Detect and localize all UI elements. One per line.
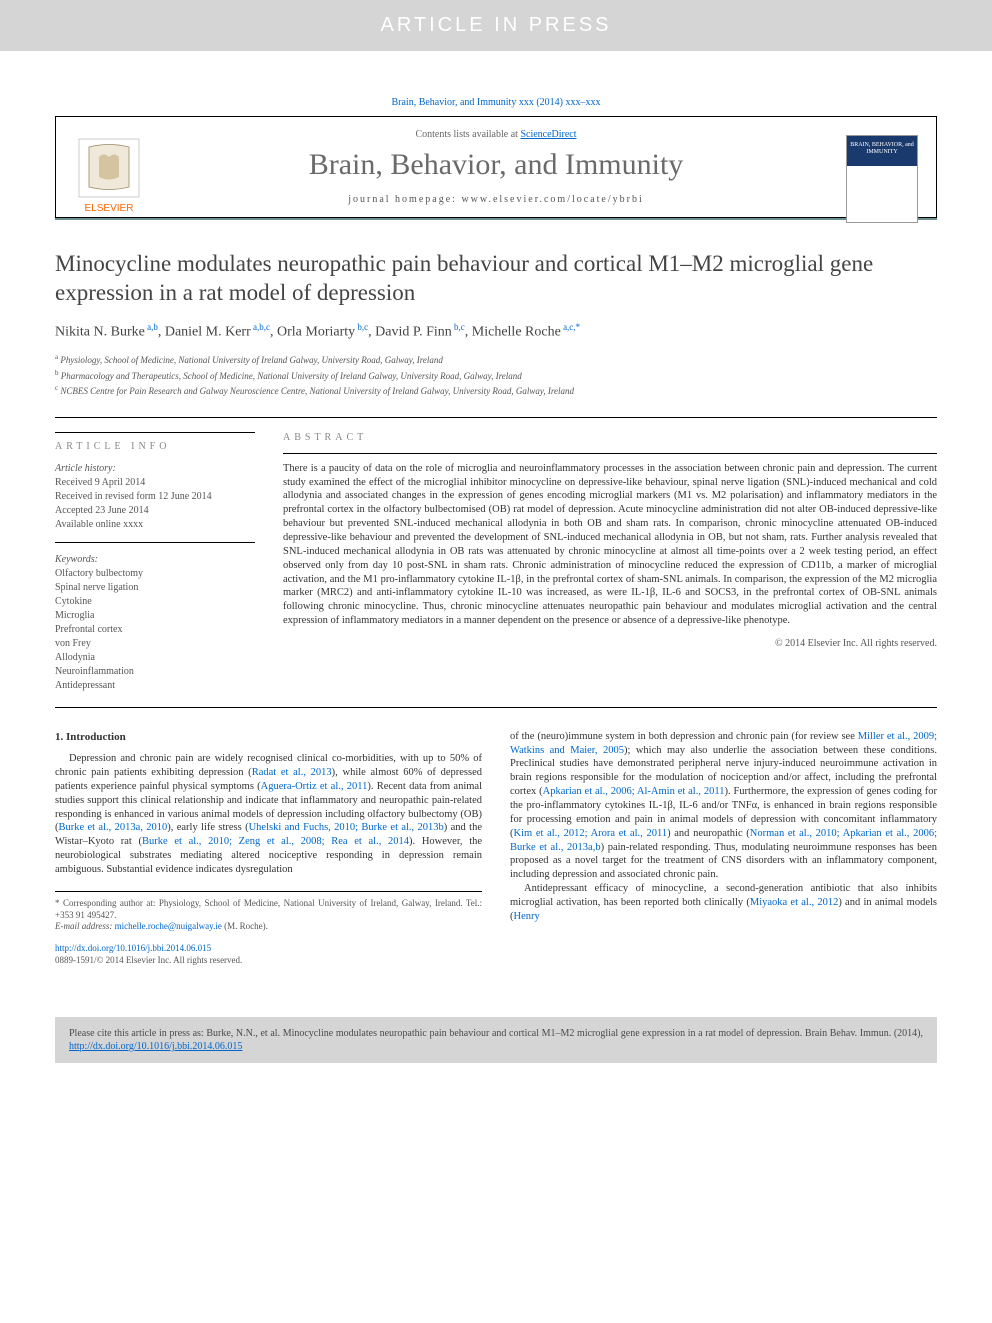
history-label: Article history:: [55, 463, 116, 474]
keyword-6: Allodynia: [55, 652, 95, 663]
doi-block: http://dx.doi.org/10.1016/j.bbi.2014.06.…: [55, 943, 482, 967]
sciencedirect-link[interactable]: ScienceDirect: [520, 129, 576, 140]
article-in-press-banner: ARTICLE IN PRESS: [0, 0, 992, 51]
abstract-heading: ABSTRACT: [283, 432, 937, 443]
journal-header: ELSEVIER BRAIN, BEHAVIOR, and IMMUNITY C…: [55, 116, 937, 218]
contents-text: Contents lists available at: [415, 129, 520, 140]
ref-miyaoka-2012[interactable]: Miyaoka et al., 2012: [750, 897, 838, 908]
history-accepted: Accepted 23 June 2014: [55, 505, 149, 516]
body-column-left: 1. Introduction Depression and chronic p…: [55, 730, 482, 967]
journal-name: Brain, Behavior, and Immunity: [56, 148, 936, 182]
ref-apkarian-2006[interactable]: Apkarian et al., 2006; Al-Amin et al., 2…: [543, 786, 725, 797]
body-columns: 1. Introduction Depression and chronic p…: [55, 730, 937, 967]
intro-para-1-cont: of the (neuro)immune system in both depr…: [510, 730, 937, 882]
ref-henry[interactable]: Henry: [514, 911, 540, 922]
keyword-2: Cytokine: [55, 596, 92, 607]
ref-uhelski-fuchs-2010[interactable]: Uhelski and Fuchs, 2010; Burke et al., 2…: [249, 822, 444, 833]
journal-cover-thumbnail: BRAIN, BEHAVIOR, and IMMUNITY: [846, 135, 918, 223]
cite-doi-link[interactable]: http://dx.doi.org/10.1016/j.bbi.2014.06.…: [69, 1041, 242, 1052]
keyword-4: Prefrontal cortex: [55, 624, 122, 635]
doi-link[interactable]: http://dx.doi.org/10.1016/j.bbi.2014.06.…: [55, 943, 211, 953]
divider-2: [55, 707, 937, 708]
abstract-column: ABSTRACT There is a paucity of data on t…: [283, 432, 937, 693]
affiliations: a Physiology, School of Medicine, Nation…: [55, 352, 937, 399]
issn-copyright: 0889-1591/© 2014 Elsevier Inc. All right…: [55, 955, 242, 965]
elsevier-text: ELSEVIER: [85, 203, 134, 214]
section-1-heading: 1. Introduction: [55, 730, 482, 745]
author-2: Daniel M. Kerr: [165, 324, 251, 339]
contents-line: Contents lists available at ScienceDirec…: [56, 129, 936, 140]
corresponding-author-note: * Corresponding author at: Physiology, S…: [55, 898, 482, 921]
history-online: Available online xxxx: [55, 519, 143, 530]
citation-box: Please cite this article in press as: Bu…: [55, 1017, 937, 1063]
article-info-column: ARTICLE INFO Article history: Received 9…: [55, 432, 255, 693]
author-5-aff: a,c,: [561, 322, 576, 332]
keywords-block: Keywords: Olfactory bulbectomy Spinal ne…: [55, 553, 255, 693]
keywords-label: Keywords:: [55, 554, 98, 565]
authors-list: Nikita N. Burke a,b, Daniel M. Kerr a,b,…: [55, 322, 937, 341]
keyword-7: Neuroinflammation: [55, 666, 134, 677]
elsevier-logo: ELSEVIER: [74, 137, 144, 217]
article-info-heading: ARTICLE INFO: [55, 432, 255, 452]
keyword-8: Antidepressant: [55, 680, 115, 691]
homepage-url: www.elsevier.com/locate/ybrbi: [461, 194, 643, 205]
abstract-text: There is a paucity of data on the role o…: [283, 453, 937, 628]
abstract-copyright: © 2014 Elsevier Inc. All rights reserved…: [283, 638, 937, 649]
homepage-label: journal homepage:: [348, 194, 461, 205]
keyword-3: Microglia: [55, 610, 94, 621]
affiliation-a: a Physiology, School of Medicine, Nation…: [55, 352, 937, 368]
ref-burke-2013a-2010[interactable]: Burke et al., 2013a, 2010: [59, 822, 168, 833]
author-1-aff: a,b: [145, 322, 158, 332]
running-citation: Brain, Behavior, and Immunity xxx (2014)…: [55, 97, 937, 108]
intro-para-1: Depression and chronic pain are widely r…: [55, 752, 482, 877]
author-4-aff: b,c: [452, 322, 465, 332]
info-abstract-row: ARTICLE INFO Article history: Received 9…: [55, 432, 937, 707]
journal-homepage: journal homepage: www.elsevier.com/locat…: [56, 194, 936, 205]
email-link[interactable]: michelle.roche@nuigalway.ie: [115, 921, 222, 931]
intro-para-2: Antidepressant efficacy of minocycline, …: [510, 882, 937, 924]
keyword-0: Olfactory bulbectomy: [55, 568, 143, 579]
ref-kim-2012[interactable]: Kim et al., 2012; Arora et al., 2011: [514, 828, 668, 839]
article-title: Minocycline modulates neuropathic pain b…: [55, 250, 937, 308]
author-5: Michelle Roche: [472, 324, 561, 339]
keyword-1: Spinal nerve ligation: [55, 582, 138, 593]
affiliation-b: b Pharmacology and Therapeutics, School …: [55, 368, 937, 384]
ref-radat-2013[interactable]: Radat et al., 2013: [252, 767, 332, 778]
history-received: Received 9 April 2014: [55, 477, 145, 488]
author-1: Nikita N. Burke: [55, 324, 145, 339]
history-revised: Received in revised form 12 June 2014: [55, 491, 212, 502]
author-2-aff: a,b,c: [251, 322, 270, 332]
keyword-5: von Frey: [55, 638, 91, 649]
ref-aguera-ortiz-2011[interactable]: Aguera-Ortiz et al., 2011: [261, 781, 368, 792]
page-content: Brain, Behavior, and Immunity xxx (2014)…: [0, 51, 992, 997]
cite-text: Please cite this article in press as: Bu…: [69, 1028, 923, 1039]
affiliation-c: c NCBES Centre for Pain Research and Gal…: [55, 383, 937, 399]
author-3: Orla Moriarty: [277, 324, 355, 339]
corresponding-marker: *: [576, 322, 581, 332]
article-history: Article history: Received 9 April 2014 R…: [55, 462, 255, 543]
author-4: David P. Finn: [375, 324, 452, 339]
divider: [55, 417, 937, 418]
author-3-aff: b,c: [355, 322, 368, 332]
footnotes: * Corresponding author at: Physiology, S…: [55, 891, 482, 933]
email-line: E-mail address: michelle.roche@nuigalway…: [55, 921, 482, 933]
body-column-right: of the (neuro)immune system in both depr…: [510, 730, 937, 967]
cover-title: BRAIN, BEHAVIOR, and IMMUNITY: [847, 136, 917, 155]
ref-burke-2010-zeng-2008[interactable]: Burke et al., 2010; Zeng et al., 2008; R…: [142, 836, 409, 847]
